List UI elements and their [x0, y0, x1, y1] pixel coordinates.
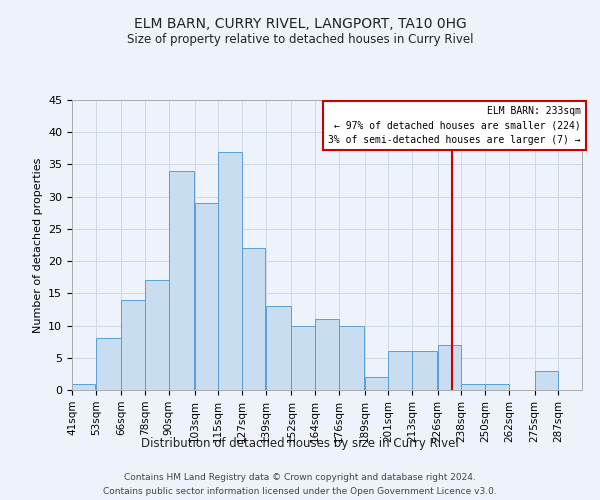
Text: Contains HM Land Registry data © Crown copyright and database right 2024.: Contains HM Land Registry data © Crown c…: [124, 472, 476, 482]
Text: Contains public sector information licensed under the Open Government Licence v3: Contains public sector information licen…: [103, 488, 497, 496]
Bar: [412, 352, 437, 390]
Text: Size of property relative to detached houses in Curry Rivel: Size of property relative to detached ho…: [127, 32, 473, 46]
Bar: [121, 300, 145, 390]
Bar: [437, 345, 461, 390]
Text: ELM BARN, CURRY RIVEL, LANGPORT, TA10 0HG: ELM BARN, CURRY RIVEL, LANGPORT, TA10 0H…: [134, 18, 466, 32]
Bar: [145, 280, 169, 390]
Bar: [485, 384, 509, 390]
Text: ELM BARN: 233sqm
← 97% of detached houses are smaller (224)
3% of semi-detached : ELM BARN: 233sqm ← 97% of detached house…: [328, 106, 581, 146]
Text: Distribution of detached houses by size in Curry Rivel: Distribution of detached houses by size …: [141, 438, 459, 450]
Bar: [461, 384, 485, 390]
Bar: [365, 377, 388, 390]
Y-axis label: Number of detached properties: Number of detached properties: [32, 158, 43, 332]
Bar: [292, 326, 315, 390]
Bar: [72, 384, 95, 390]
Bar: [218, 152, 242, 390]
Bar: [388, 352, 412, 390]
Bar: [315, 319, 338, 390]
Bar: [535, 370, 558, 390]
Bar: [169, 171, 194, 390]
Bar: [194, 203, 218, 390]
Bar: [96, 338, 121, 390]
Bar: [242, 248, 265, 390]
Bar: [266, 306, 291, 390]
Bar: [339, 326, 364, 390]
